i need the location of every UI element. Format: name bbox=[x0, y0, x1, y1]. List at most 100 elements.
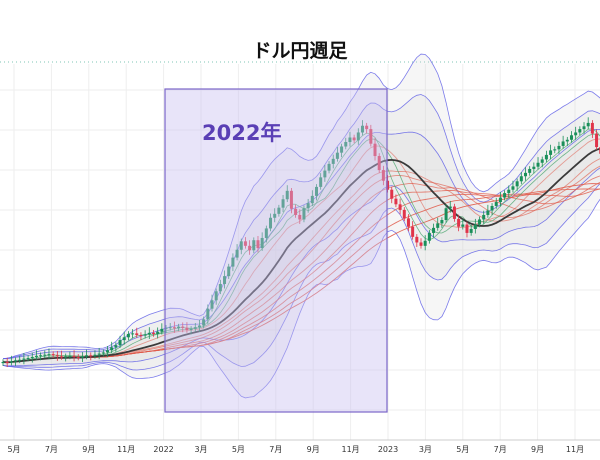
candle-body bbox=[557, 145, 561, 150]
candle bbox=[248, 240, 252, 255]
candle-body bbox=[490, 205, 494, 211]
candle-body bbox=[248, 245, 252, 251]
candle bbox=[569, 131, 573, 143]
band-upper-3sigma bbox=[2, 53, 600, 359]
candle bbox=[515, 178, 519, 191]
candle bbox=[156, 327, 160, 339]
highlight-group: 2022年 bbox=[164, 88, 388, 413]
candle-body bbox=[574, 132, 578, 136]
candle-body bbox=[444, 208, 448, 221]
candle bbox=[419, 238, 423, 249]
candle bbox=[18, 355, 22, 364]
x-tick-label: 5月 bbox=[232, 445, 245, 454]
candle-body bbox=[139, 335, 143, 337]
candle bbox=[14, 357, 18, 366]
candle-body bbox=[80, 356, 84, 358]
candle bbox=[143, 330, 147, 339]
candle bbox=[490, 203, 494, 215]
candle-body bbox=[177, 326, 181, 329]
candle bbox=[331, 154, 335, 169]
candle bbox=[264, 225, 268, 243]
candle-body bbox=[210, 300, 214, 309]
x-tick-label: 7月 bbox=[45, 445, 58, 454]
candle-body bbox=[373, 143, 377, 157]
candle bbox=[486, 204, 490, 218]
candle-body bbox=[411, 226, 415, 237]
candle-body bbox=[172, 327, 176, 329]
x-tick-label: 5月 bbox=[456, 445, 469, 454]
year-highlight-label: 2022年 bbox=[202, 121, 281, 145]
candle bbox=[114, 342, 118, 352]
candle bbox=[193, 322, 197, 332]
candle-body bbox=[122, 337, 126, 341]
candle bbox=[356, 128, 360, 145]
candle-body bbox=[285, 190, 289, 200]
candle bbox=[126, 331, 130, 341]
candle-body bbox=[595, 133, 599, 148]
x-tick-label: 9月 bbox=[531, 445, 544, 454]
candle bbox=[528, 166, 532, 176]
candle-body bbox=[14, 360, 18, 362]
candle bbox=[106, 346, 109, 357]
candle-body bbox=[494, 202, 498, 206]
candle-body bbox=[360, 125, 364, 133]
candle bbox=[406, 214, 410, 232]
band-lower-2sigma bbox=[2, 183, 600, 371]
candle bbox=[440, 217, 444, 228]
candle bbox=[168, 322, 172, 331]
candle-body bbox=[369, 129, 373, 144]
candle-body bbox=[482, 214, 486, 220]
candle bbox=[76, 354, 80, 361]
candle-body bbox=[507, 189, 511, 194]
candle-body bbox=[231, 257, 235, 267]
candle bbox=[110, 341, 114, 354]
candle bbox=[402, 207, 406, 222]
candle bbox=[172, 321, 176, 333]
candle bbox=[64, 353, 68, 362]
candle-body bbox=[310, 195, 314, 204]
candle bbox=[557, 141, 561, 154]
candle bbox=[423, 235, 427, 251]
candle bbox=[574, 126, 578, 140]
candle bbox=[415, 234, 419, 247]
candle-body bbox=[202, 319, 206, 326]
candle bbox=[285, 185, 289, 203]
candle-body bbox=[1, 361, 5, 364]
candle bbox=[289, 188, 293, 214]
candle bbox=[561, 135, 565, 149]
candle bbox=[390, 186, 394, 204]
candle bbox=[536, 157, 540, 170]
candle-body bbox=[524, 172, 527, 177]
candle-body bbox=[532, 166, 536, 169]
candle bbox=[448, 200, 452, 213]
candle-body bbox=[30, 356, 34, 359]
candle-body bbox=[302, 208, 306, 220]
candle bbox=[369, 124, 373, 147]
candle-body bbox=[465, 224, 469, 233]
x-tick-label: 5月 bbox=[7, 445, 20, 454]
candle-body bbox=[243, 241, 247, 246]
candle bbox=[101, 349, 105, 357]
candle-body bbox=[239, 241, 243, 250]
candle-body bbox=[549, 150, 553, 155]
candle-body bbox=[390, 189, 394, 199]
candle bbox=[202, 316, 206, 329]
candle-body bbox=[106, 350, 109, 353]
candle bbox=[503, 190, 507, 201]
x-tick-label: 2022 bbox=[153, 445, 173, 454]
candle bbox=[239, 238, 243, 255]
candle bbox=[122, 331, 126, 345]
candle-body bbox=[381, 170, 385, 181]
candle-body bbox=[298, 214, 302, 220]
candle bbox=[197, 319, 201, 332]
candle-body bbox=[60, 356, 64, 358]
candle-body bbox=[536, 162, 540, 167]
x-tick-label: 7月 bbox=[269, 445, 282, 454]
candle-body bbox=[569, 135, 573, 140]
candle-body bbox=[503, 193, 507, 198]
band-lower-3sigma bbox=[2, 198, 600, 399]
candle-body bbox=[281, 199, 285, 208]
candle bbox=[524, 167, 527, 181]
